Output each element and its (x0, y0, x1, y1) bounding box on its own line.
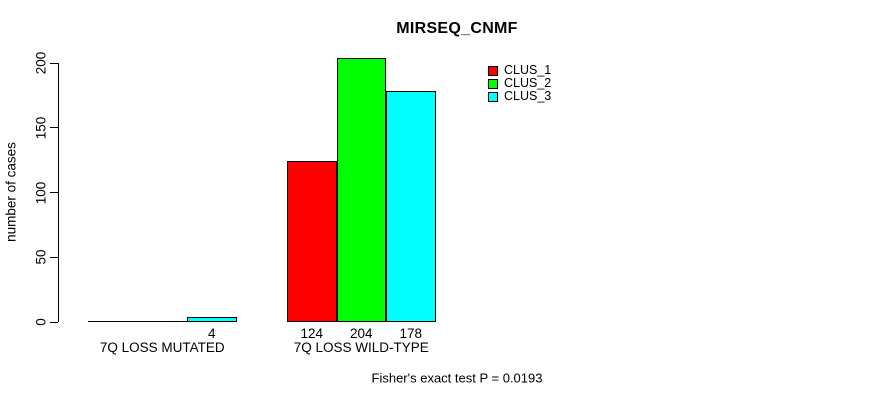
statistics-caption: Fisher's exact test P = 0.0193 (371, 370, 543, 386)
legend-item-clus-1: CLUS_1 (488, 64, 551, 77)
legend-swatch-cyan (488, 91, 498, 102)
y-axis-tick (50, 62, 58, 64)
bar-value-label: 124 (300, 326, 324, 341)
chart-title: MIRSEQ_CNMF (396, 20, 518, 37)
bar-value-label: 178 (399, 326, 423, 341)
y-axis-tick-label: 0 (33, 318, 49, 326)
y-axis-tick (50, 321, 58, 323)
legend-item-clus-2: CLUS_2 (488, 77, 551, 90)
legend-item-clus-3: CLUS_3 (488, 90, 551, 103)
y-axis-tick-label: 50 (33, 249, 49, 265)
x-axis-category-label: 7Q LOSS MUTATED (99, 340, 225, 355)
bar-clus_1-group2 (287, 161, 337, 322)
legend-swatch-red (488, 65, 498, 76)
bar-clus_1-group1 (88, 321, 138, 322)
y-axis-line (58, 63, 59, 322)
legend-swatch-green (488, 78, 498, 89)
bar-clus_2-group1 (137, 321, 187, 322)
y-axis-tick-label: 100 (33, 181, 49, 204)
y-axis-tick-label: 200 (33, 51, 49, 75)
bar-value-label: 204 (349, 326, 373, 341)
legend-label: CLUS_1 (504, 63, 552, 77)
x-axis-category-label: 7Q LOSS WILD-TYPE (293, 340, 429, 355)
legend-label: CLUS_3 (504, 89, 552, 103)
bar-clus_3-group2 (386, 91, 436, 322)
bar-clus_2-group2 (336, 57, 386, 322)
legend: CLUS_1 CLUS_2 CLUS_3 (488, 64, 551, 103)
y-axis-tick-label: 150 (33, 116, 49, 140)
bar-value-label: 4 (207, 326, 216, 341)
y-axis-label: number of cases (3, 142, 19, 242)
bar-clus_3-group1 (187, 316, 237, 322)
y-axis-tick (50, 127, 58, 129)
y-axis-tick (50, 256, 58, 258)
legend-label: CLUS_2 (504, 76, 552, 90)
y-axis-tick (50, 192, 58, 193)
